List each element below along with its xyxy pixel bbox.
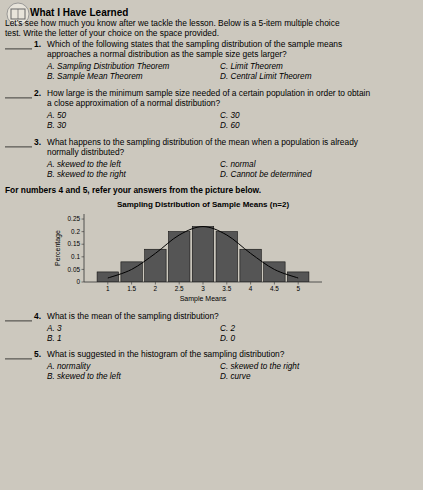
choice-text: C. 2 [220, 324, 235, 333]
answer-blank [5, 97, 32, 98]
y-tick [82, 269, 85, 270]
answer-blank [5, 358, 32, 359]
x-tick-label: 2 [154, 285, 158, 292]
choice-text: C. skewed to the right [220, 362, 300, 371]
choice-text: B. 1 [47, 334, 62, 343]
choice-text: A. skewed to the left [46, 160, 121, 169]
page: What I Have LearnedLet’s see how much yo… [0, 0, 423, 490]
choice-text: A. normality [46, 362, 91, 371]
body-text: How large is the minimum sample size nee… [47, 88, 370, 98]
x-tick-label: 5 [296, 285, 300, 292]
x-tick-label: 1 [106, 285, 110, 292]
curve [108, 227, 298, 278]
answer-blank [5, 146, 32, 147]
question-number: 4. [34, 311, 41, 321]
question-number: 5. [34, 349, 41, 359]
worksheet: What I Have LearnedLet’s see how much yo… [5, 7, 370, 381]
answer-blank [5, 320, 32, 321]
choice-text: C. 30 [220, 111, 240, 120]
x-tick-label: 3 [201, 285, 205, 292]
body-text: What is suggested in the histogram of th… [47, 349, 285, 359]
bar [97, 272, 118, 282]
x-tick-label: 3.5 [222, 285, 231, 292]
body-text: normally distributed? [47, 147, 125, 157]
choice-text: A. 3 [46, 324, 62, 333]
y-tick-label: 0 [76, 278, 80, 285]
question-number: 3. [34, 137, 41, 147]
body-text: Let’s see how much you know after we tac… [5, 18, 340, 28]
y-tick [82, 231, 85, 232]
background [0, 0, 423, 490]
y-tick-label: 0.25 [68, 215, 81, 222]
body-text: What happens to the sampling distributio… [47, 137, 359, 147]
body-text: approaches a normal distribution as the … [47, 49, 287, 59]
choice-text: A. 50 [46, 111, 67, 120]
bar [287, 272, 308, 282]
choice-text: D. 0 [220, 334, 235, 343]
body-text: What is the mean of the sampling distrib… [47, 311, 219, 321]
bar [240, 249, 261, 282]
chart-title: Sampling Distribution of Sample Means (n… [117, 200, 290, 209]
body-text: test. Write the letter of your choice on… [5, 28, 219, 38]
bar [216, 232, 237, 282]
y-axis-label: Percentage [54, 230, 62, 266]
reference-text: For numbers 4 and 5, refer your answers … [5, 185, 261, 195]
y-tick-label: 0.1 [71, 253, 80, 260]
answer-blank [5, 48, 32, 49]
question-number: 2. [34, 88, 41, 98]
y-tick-label: 0.05 [68, 266, 81, 273]
choice-text: B. skewed to the left [47, 372, 121, 381]
bar [168, 232, 189, 282]
body-text: a close approximation of a normal distri… [47, 98, 221, 108]
choice-text: B. 30 [47, 121, 67, 130]
choice-text: C. Limit Theorem [220, 62, 283, 71]
y-tick-label: 0.2 [71, 228, 80, 235]
x-tick-label: 1.5 [127, 285, 136, 292]
choice-text: D. 60 [220, 121, 240, 130]
page-title: What I Have Learned [30, 7, 128, 18]
bar [145, 249, 166, 282]
question-number: 1. [34, 39, 41, 49]
y-tick-label: 0.15 [68, 240, 81, 247]
choice-text: D. curve [220, 372, 251, 381]
y-axis [84, 214, 85, 282]
plot-area [97, 227, 309, 282]
bar [192, 227, 213, 282]
x-tick-label: 2.5 [175, 285, 184, 292]
choice-text: B. skewed to the right [47, 170, 126, 179]
choice-text: A. Sampling Distribution Theorem [46, 62, 170, 71]
y-tick [82, 219, 85, 220]
choice-text: D. Cannot be determined [220, 170, 312, 179]
choice-text: D. Central Limit Theorem [220, 72, 312, 81]
choice-text: B. Sample Mean Theorem [47, 72, 143, 81]
y-tick [82, 256, 85, 257]
choice-text: C. normal [220, 160, 256, 169]
y-tick [82, 244, 85, 245]
x-axis-label: Sample Means [180, 295, 227, 303]
body-text: Which of the following states that the s… [47, 39, 342, 49]
x-tick-label: 4 [249, 285, 253, 292]
x-tick-label: 4.5 [270, 285, 279, 292]
chart: Sampling Distribution of Sample Means (n… [54, 200, 322, 303]
y-tick [82, 282, 85, 283]
